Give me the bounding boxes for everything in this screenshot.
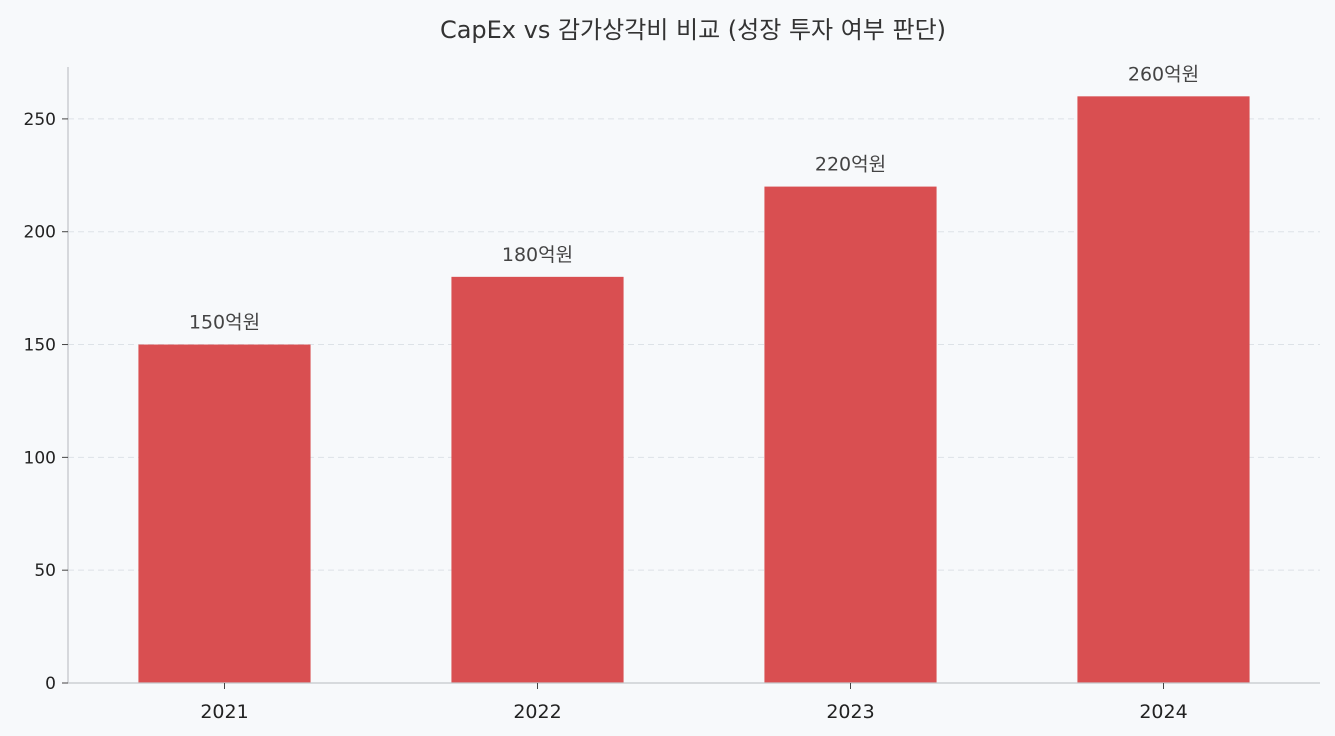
x-axis-ticks: 2021 2022 2023 2024 (200, 683, 1188, 723)
chart-title: CapEx vs 감가상각비 비교 (성장 투자 여부 판단) (440, 16, 946, 44)
bar (1077, 96, 1250, 684)
x-tick-label: 2024 (1139, 701, 1187, 723)
y-axis-ticks: 0 50 100 150 200 250 (24, 110, 68, 694)
x-tick-label: 2022 (513, 701, 561, 723)
bar (138, 344, 311, 683)
y-tick-label: 50 (34, 561, 56, 581)
y-tick-label: 250 (24, 110, 56, 130)
x-tick-label: 2021 (200, 701, 248, 723)
bar (764, 186, 937, 684)
data-label: 220억원 (815, 154, 886, 176)
y-tick-label: 0 (45, 674, 56, 694)
data-labels: 150억원 180억원 220억원 260억원 (189, 63, 1199, 333)
data-label: 150억원 (189, 312, 260, 334)
bar (451, 276, 624, 683)
bars (138, 96, 1250, 684)
data-label: 180억원 (502, 244, 573, 266)
x-tick-label: 2023 (826, 701, 874, 723)
axes (67, 67, 1320, 684)
y-tick-label: 200 (24, 223, 56, 243)
y-tick-label: 150 (24, 336, 56, 356)
data-label: 260억원 (1128, 63, 1199, 85)
y-tick-label: 100 (24, 448, 56, 468)
